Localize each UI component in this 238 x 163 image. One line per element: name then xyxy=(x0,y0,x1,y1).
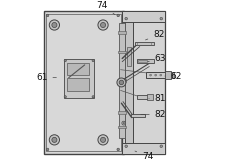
Bar xyxy=(46,14,121,151)
Circle shape xyxy=(117,148,119,151)
Bar xyxy=(118,31,126,34)
Circle shape xyxy=(92,59,94,62)
Bar xyxy=(122,11,165,154)
Bar xyxy=(131,114,145,117)
Bar xyxy=(118,111,126,114)
Text: 62: 62 xyxy=(165,72,182,81)
Circle shape xyxy=(100,22,106,28)
Circle shape xyxy=(46,14,49,17)
Text: 74: 74 xyxy=(97,1,115,15)
Bar xyxy=(137,95,153,99)
Circle shape xyxy=(52,137,57,142)
Bar xyxy=(119,23,125,138)
Bar xyxy=(122,11,165,22)
Text: 74: 74 xyxy=(135,151,154,161)
Circle shape xyxy=(160,17,163,20)
Bar xyxy=(146,72,171,78)
Bar xyxy=(124,11,133,154)
Bar xyxy=(118,79,126,82)
Circle shape xyxy=(92,96,94,98)
Circle shape xyxy=(100,137,106,142)
Circle shape xyxy=(117,78,126,87)
Circle shape xyxy=(98,20,108,30)
Bar xyxy=(127,47,131,67)
Text: 63: 63 xyxy=(148,54,166,63)
Circle shape xyxy=(123,122,124,124)
Text: 82: 82 xyxy=(141,110,166,119)
Bar xyxy=(135,42,154,45)
Bar xyxy=(122,143,165,154)
Circle shape xyxy=(117,14,119,17)
Circle shape xyxy=(119,80,124,85)
Circle shape xyxy=(64,59,66,62)
Bar xyxy=(67,78,89,91)
Circle shape xyxy=(150,74,152,76)
Circle shape xyxy=(98,135,108,145)
Circle shape xyxy=(125,17,128,20)
Bar xyxy=(147,94,154,99)
Bar xyxy=(67,62,89,75)
Bar xyxy=(44,11,124,154)
Bar xyxy=(137,59,154,63)
Text: 82: 82 xyxy=(145,30,164,40)
Bar xyxy=(118,126,126,128)
Bar xyxy=(165,71,171,79)
Text: 61: 61 xyxy=(36,73,56,82)
Bar xyxy=(64,59,94,98)
Circle shape xyxy=(160,74,162,76)
Circle shape xyxy=(125,145,128,148)
Circle shape xyxy=(52,22,57,28)
Circle shape xyxy=(122,121,126,125)
Bar xyxy=(171,72,174,78)
Circle shape xyxy=(49,20,60,30)
Circle shape xyxy=(155,74,157,76)
Circle shape xyxy=(160,145,163,148)
Circle shape xyxy=(46,148,49,151)
Bar xyxy=(118,51,126,53)
Circle shape xyxy=(64,96,66,98)
Circle shape xyxy=(49,135,60,145)
Text: 81: 81 xyxy=(149,94,166,103)
Bar xyxy=(138,60,147,62)
